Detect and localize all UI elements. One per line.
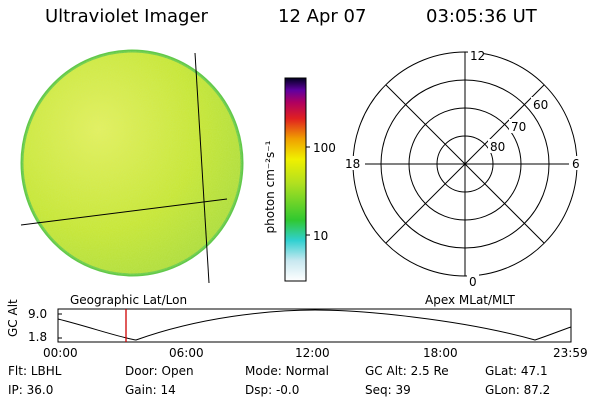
y-tick-label-1-8: 1.8 — [28, 330, 48, 344]
geographic-label: Geographic Lat/Lon — [70, 293, 188, 307]
colorbar-gradient — [284, 77, 307, 282]
status-seq: Seq: 39 — [365, 383, 411, 397]
timeline-axis-label: GC Alt — [6, 299, 20, 337]
mlt-label-18: 18 — [345, 157, 360, 171]
mlt-label-12: 12 — [470, 49, 485, 63]
status-door: Door: Open — [125, 364, 194, 378]
longitude-line — [194, 52, 210, 284]
latitude-line — [20, 198, 228, 226]
colorbar-tick-10: 10 — [313, 229, 329, 243]
geographic-image — [20, 49, 244, 284]
altitude-timeline — [57, 308, 572, 343]
status-glat: GLat: 47.1 — [485, 364, 548, 378]
time-label: 03:05:36 UT — [426, 6, 537, 27]
mlat-label-60: 60 — [533, 98, 548, 112]
colorbar-unit-label: photon cm⁻²s⁻¹ — [263, 140, 277, 234]
status-dsp: Dsp: -0.0 — [245, 383, 300, 397]
status-glon: GLon: 87.2 — [485, 383, 551, 397]
colorbar — [284, 77, 310, 282]
mlat-label-80: 80 — [490, 140, 505, 154]
y-tick-label-9: 9.0 — [28, 307, 48, 321]
timeline-frame — [57, 308, 572, 343]
altitude-curve — [57, 309, 572, 341]
instrument-title: Ultraviolet Imager — [45, 6, 208, 27]
x-tick-0600: 06:00 — [169, 346, 204, 360]
mlt-label-6: 6 — [572, 157, 580, 171]
status-gain: Gain: 14 — [125, 383, 176, 397]
mlt-label-0: 0 — [469, 275, 477, 289]
x-tick-1200: 12:00 — [295, 346, 330, 360]
mlat-label-70: 70 — [511, 120, 526, 134]
status-ip: IP: 36.0 — [8, 383, 54, 397]
x-tick-2359: 23:59 — [553, 346, 588, 360]
status-gc-alt: GC Alt: 2.5 Re — [365, 364, 449, 378]
polar-plot: 12 18 6 0 60 70 80 — [343, 49, 583, 289]
disk-texture — [22, 51, 242, 275]
status-mode: Mode: Normal — [245, 364, 329, 378]
colorbar-tick-100: 100 — [313, 141, 336, 155]
date-label: 12 Apr 07 — [278, 6, 367, 27]
x-tick-0000: 00:00 — [43, 346, 78, 360]
status-flt: Flt: LBHL — [8, 364, 62, 378]
polar-axis-diagonal — [385, 84, 545, 244]
apex-label: Apex MLat/MLT — [425, 293, 515, 307]
x-tick-1800: 18:00 — [423, 346, 458, 360]
